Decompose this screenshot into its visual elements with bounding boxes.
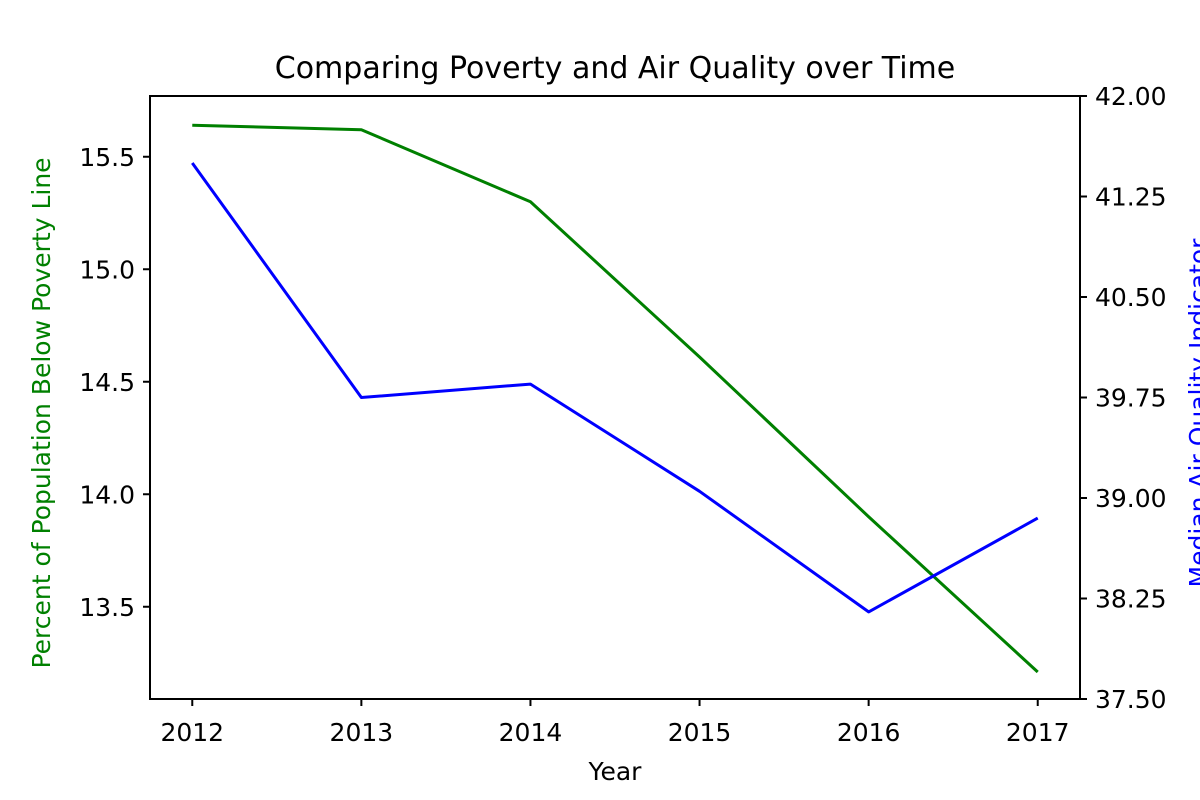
y-right-tick-label: 37.50 [1095, 685, 1167, 714]
y-right-tick-label: 41.25 [1095, 183, 1167, 212]
x-tick-label: 2013 [330, 718, 394, 747]
y-left-tick-label: 15.0 [79, 255, 135, 284]
x-tick-label: 2017 [1006, 718, 1070, 747]
y-right-tick-label: 39.75 [1095, 384, 1167, 413]
y-axis-left-label: Percent of Population Below Poverty Line [27, 157, 56, 668]
y-axis-left-ticks: 13.5 14.0 14.5 15.0 15.5 [79, 143, 150, 622]
x-tick-label: 2014 [499, 718, 563, 747]
plot-frame [149, 95, 1081, 700]
y-right-tick-label: 42.00 [1095, 82, 1167, 111]
y-axis-right-ticks: 37.50 38.25 39.00 39.75 40.50 41.25 42.00 [1080, 82, 1167, 714]
chart-title: Comparing Poverty and Air Quality over T… [275, 51, 955, 86]
x-axis-label: Year [588, 757, 643, 786]
x-tick-label: 2016 [837, 718, 901, 747]
x-axis-ticks: 2012 2013 2014 2015 2016 2017 [160, 699, 1070, 747]
series-line-poverty [192, 123, 1039, 674]
y-left-tick-label: 14.5 [79, 368, 135, 397]
y-left-tick-label: 15.5 [79, 143, 135, 172]
y-right-tick-label: 38.25 [1095, 585, 1167, 614]
series-line-air-quality [191, 162, 1039, 614]
x-tick-label: 2015 [668, 718, 732, 747]
y-axis-right-label: Median Air Quality Indicator [1184, 238, 1200, 588]
y-left-tick-label: 13.5 [79, 593, 135, 622]
y-right-tick-label: 39.00 [1095, 484, 1167, 513]
y-left-tick-label: 14.0 [79, 480, 135, 509]
y-right-tick-label: 40.50 [1095, 283, 1167, 312]
x-tick-label: 2012 [160, 718, 224, 747]
plot-area-border [149, 95, 1081, 700]
series-layer [191, 123, 1039, 674]
